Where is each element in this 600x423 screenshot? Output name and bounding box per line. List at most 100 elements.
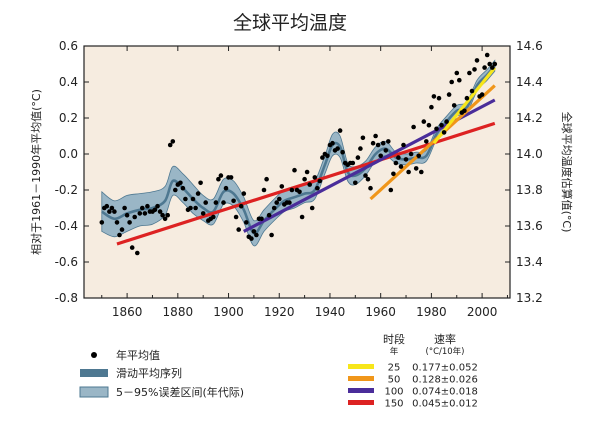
annual-point <box>107 209 112 214</box>
annual-point <box>129 245 135 250</box>
annual-point <box>406 169 411 175</box>
annual-point <box>325 153 330 159</box>
annual-point <box>109 205 115 211</box>
y-tick-label-left: -0.2 <box>55 183 78 197</box>
y-tick-label-left: 0.4 <box>59 75 78 89</box>
annual-point <box>424 139 429 144</box>
annual-point <box>274 200 280 205</box>
annual-point <box>155 203 160 209</box>
x-tick-label: 1940 <box>315 305 346 319</box>
annual-point <box>474 58 480 63</box>
rate-table-rate-header: 速率 <box>434 332 456 346</box>
annual-point <box>213 200 219 205</box>
annual-point <box>170 139 176 144</box>
annual-point <box>464 95 470 101</box>
annual-point <box>457 77 462 83</box>
chart-title: 全球平均温度 <box>233 12 347 34</box>
x-tick-label: 2000 <box>467 305 498 319</box>
annual-point <box>386 139 391 144</box>
y-axis-label-right: 全球平均温度估算值(°C) <box>560 112 574 233</box>
y-tick-label-left: 0.2 <box>59 111 78 125</box>
annual-point <box>462 108 467 114</box>
annual-point <box>484 52 490 58</box>
plot-background <box>84 46 510 298</box>
annual-point <box>119 227 125 232</box>
annual-point <box>330 140 335 146</box>
annual-point <box>203 200 208 205</box>
rate-period-150: 150 <box>384 399 403 410</box>
annual-point <box>304 169 310 175</box>
annual-point <box>363 173 368 178</box>
annual-point <box>137 211 143 216</box>
annual-point <box>393 160 399 166</box>
annual-point <box>350 160 356 166</box>
y-tick-label-left: -0.8 <box>55 291 78 305</box>
annual-point <box>307 182 313 187</box>
annual-point <box>238 203 244 209</box>
annual-point <box>396 155 401 160</box>
annual-point <box>218 173 224 178</box>
annual-point <box>249 236 254 241</box>
annual-point <box>388 187 394 193</box>
x-tick-label: 1900 <box>213 305 244 319</box>
annual-point <box>223 185 229 191</box>
y-axis-label-left: 相对于1961－1990年平均值(°C) <box>29 89 43 255</box>
annual-point <box>190 196 196 202</box>
annual-point <box>195 191 201 196</box>
annual-point <box>259 216 264 222</box>
annual-point <box>360 135 366 141</box>
uncertainty-band-layer <box>101 59 496 247</box>
annual-point <box>482 65 487 70</box>
rate-table-period-unit: 年 <box>390 346 399 357</box>
annual-point <box>277 196 282 202</box>
annual-point <box>152 207 158 213</box>
rate-value-25: 0.177±0.052 <box>412 363 478 374</box>
rate-period-50: 50 <box>388 375 401 386</box>
annual-point <box>124 212 130 218</box>
annual-point <box>200 211 206 216</box>
annual-point <box>449 79 455 85</box>
rate-table-period-header: 时段 <box>383 332 405 346</box>
annual-point <box>132 214 137 220</box>
x-tick-label: 1860 <box>112 305 143 319</box>
annual-point <box>142 211 148 216</box>
legend-annual-label: 年平均值 <box>116 348 160 362</box>
y-tick-label-left: -0.6 <box>55 255 78 269</box>
annual-point <box>266 212 272 218</box>
annual-point <box>299 214 305 220</box>
annual-point <box>401 142 406 148</box>
annual-point <box>413 166 419 171</box>
y-tick-label-left: 0.6 <box>59 39 78 53</box>
x-tick-label: 1920 <box>264 305 295 319</box>
annual-point <box>408 151 414 157</box>
annual-point <box>315 185 320 191</box>
annual-point <box>211 214 216 220</box>
annual-point <box>431 94 437 99</box>
uncertainty-band <box>101 59 496 247</box>
annual-point <box>436 95 442 101</box>
annual-point <box>487 61 493 67</box>
rate-value-50: 0.128±0.026 <box>412 375 478 386</box>
annual-point <box>193 205 198 211</box>
annual-point <box>221 200 226 205</box>
annual-point <box>419 169 424 175</box>
annual-point <box>312 175 318 180</box>
y-tick-label-left: 0.0 <box>59 147 78 161</box>
annual-point <box>292 167 297 173</box>
annual-point <box>122 205 127 211</box>
rate-table-rate-unit: (°C/10年) <box>426 346 465 357</box>
rate-value-150: 0.045±0.012 <box>412 399 478 410</box>
rate-period-25: 25 <box>388 363 401 374</box>
annual-point <box>383 148 389 153</box>
annual-point <box>162 216 168 222</box>
annual-point <box>160 212 165 218</box>
annual-point <box>421 119 427 124</box>
y-tick-label-right: 13.2 <box>516 291 543 305</box>
annual-point <box>426 122 432 128</box>
x-tick-label: 1980 <box>416 305 447 319</box>
rate-table: 时段 年 速率 (°C/10年) 25 0.177±0.052 50 0.128±0.… <box>348 332 478 410</box>
annual-point <box>380 140 386 146</box>
annual-point <box>145 203 150 209</box>
annual-point <box>114 220 120 225</box>
